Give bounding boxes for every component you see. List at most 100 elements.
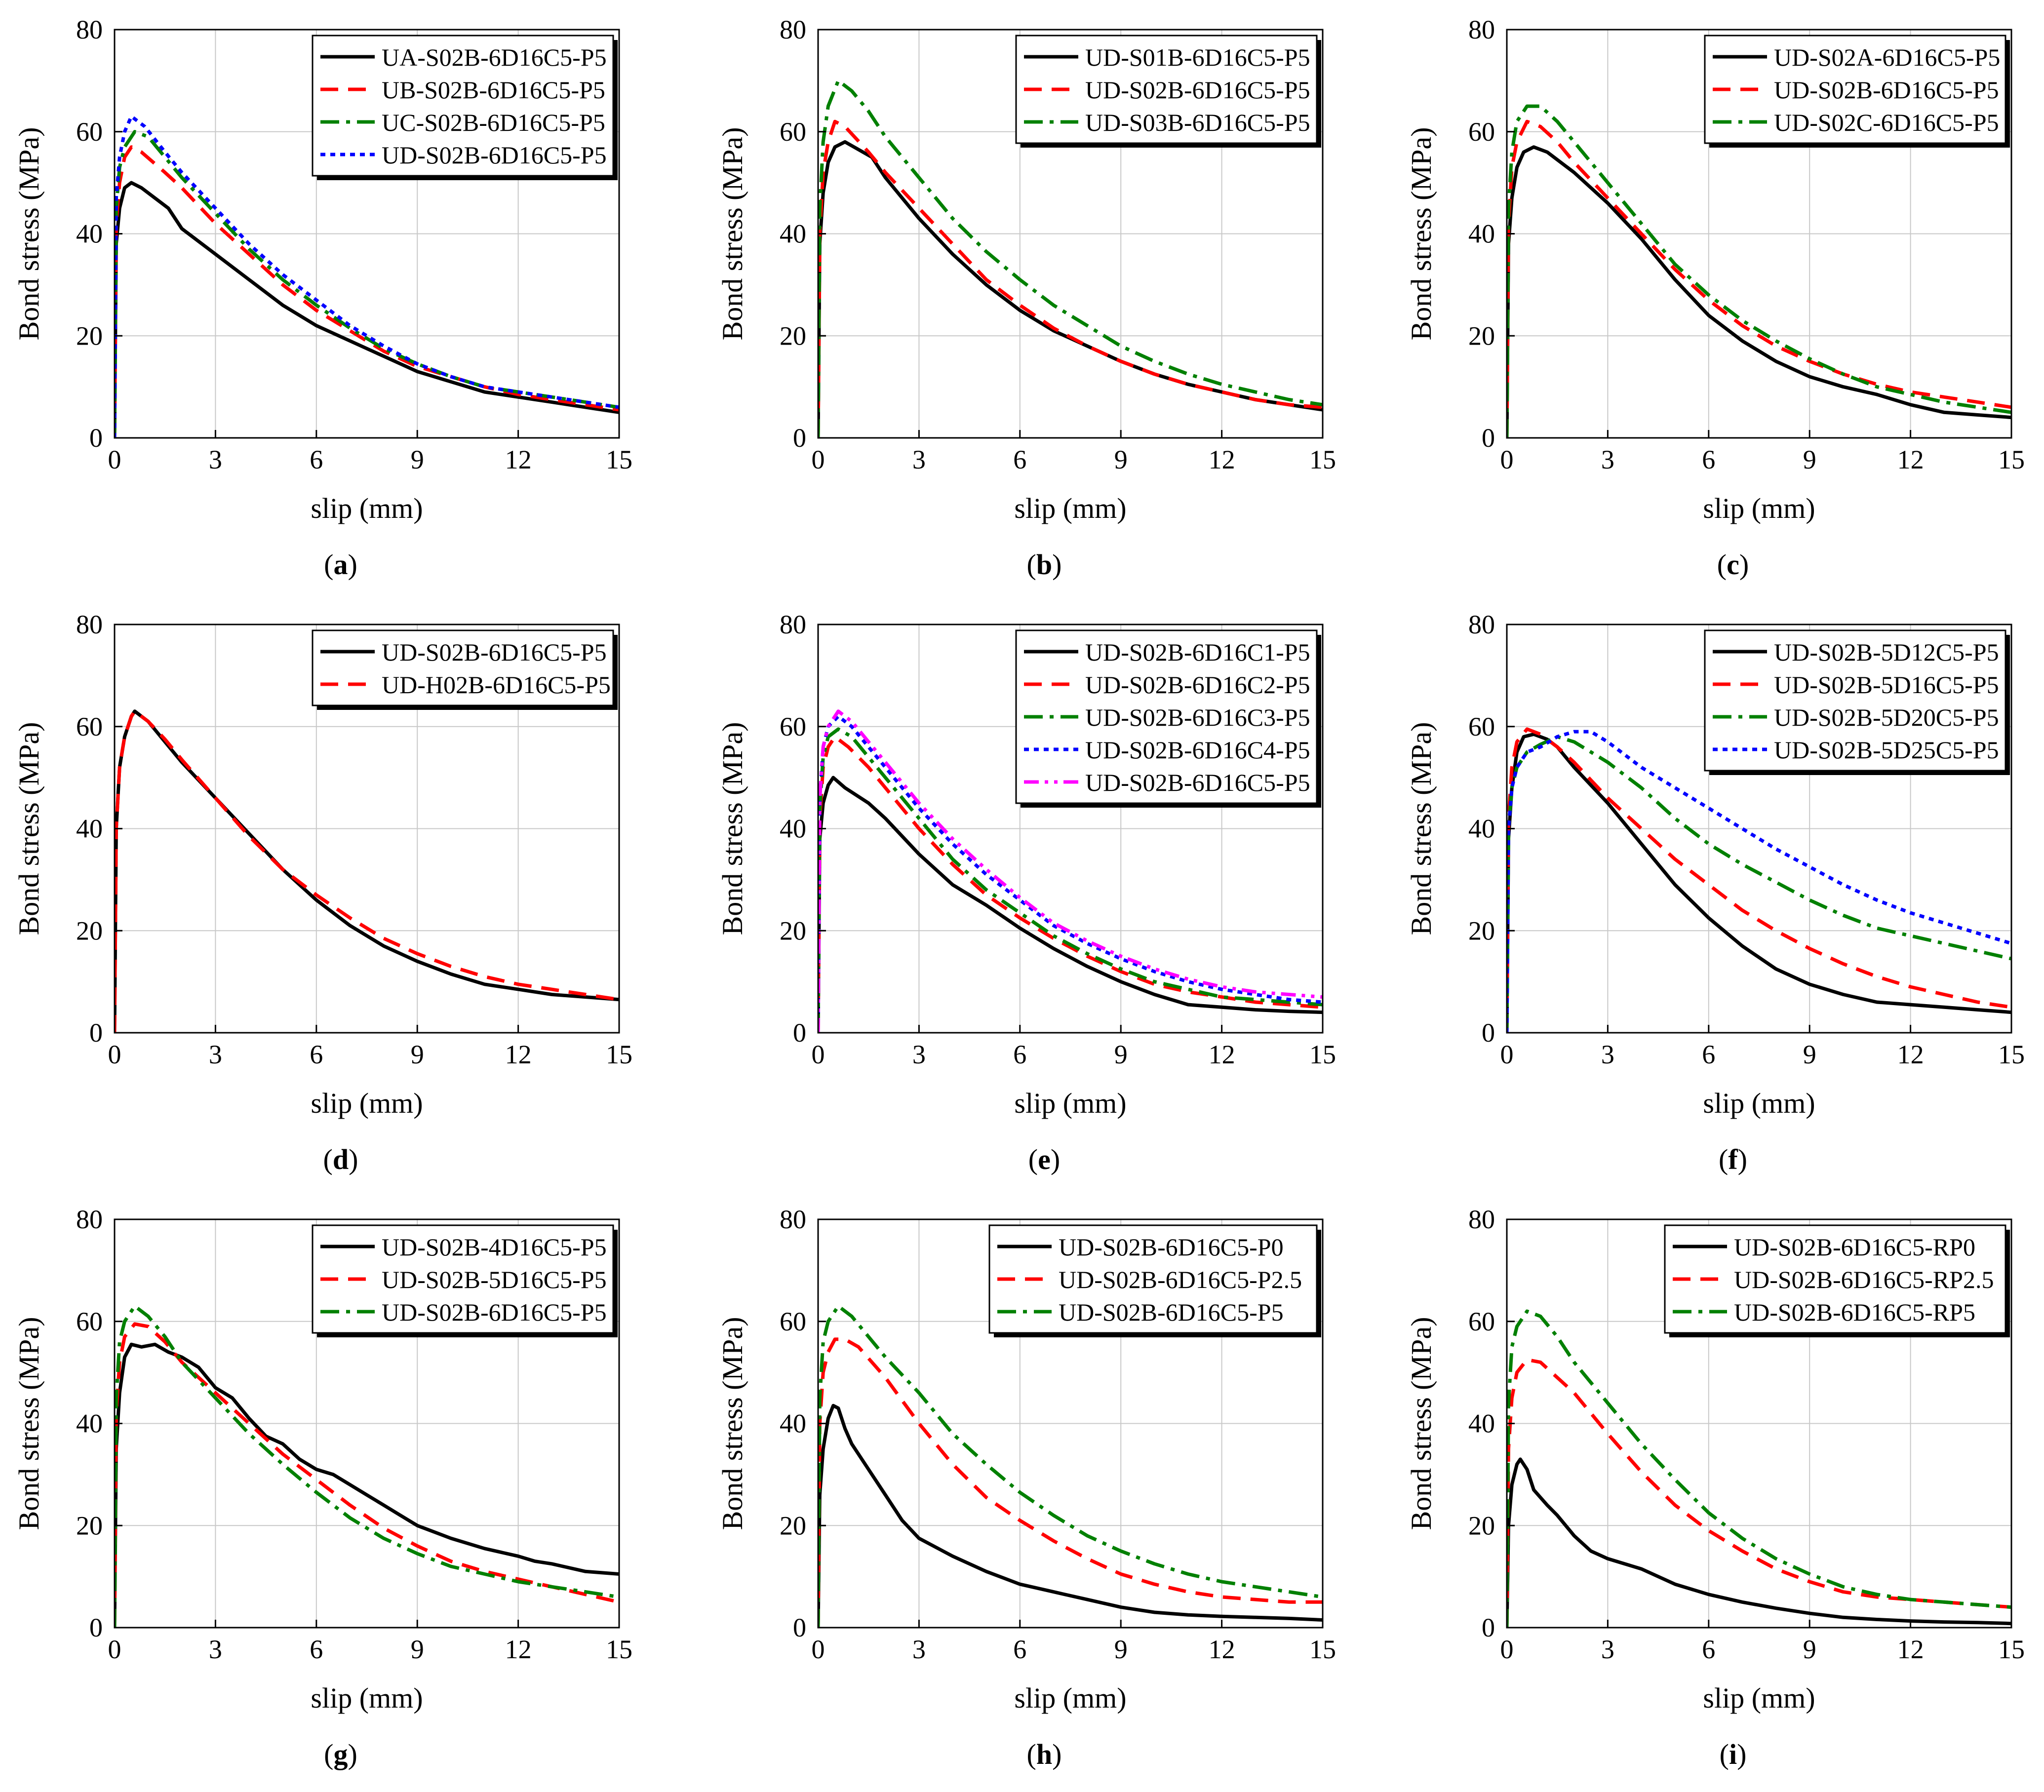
x-tick-label: 9 <box>1803 1635 1816 1664</box>
x-tick-label: 6 <box>1702 445 1715 474</box>
panel-caption-letter: h <box>1036 1738 1053 1770</box>
y-tick-label: 20 <box>1468 916 1495 945</box>
series-line-1 <box>818 776 1323 1033</box>
y-tick-label: 60 <box>780 117 806 147</box>
x-tick-label: 0 <box>812 445 825 474</box>
chart-svg-h: 0 3 6 9 12 15 0 20 40 60 80 slip (mm) Bond stress (M… <box>716 1205 1336 1714</box>
series-line-2 <box>818 119 1323 438</box>
panel-caption: (d) <box>323 1143 358 1175</box>
series-line-3 <box>115 130 619 438</box>
y-tick-label: 0 <box>1482 1018 1495 1048</box>
panel-caption: (b) <box>1026 548 1062 581</box>
legend-label: UD-S02B-6D16C5-P5 <box>1059 1298 1284 1326</box>
panel-caption-letter: b <box>1036 548 1053 581</box>
chart-svg-c: 0 3 6 9 12 15 0 20 40 60 80 slip (mm) Bond stress (M… <box>1405 15 2025 524</box>
legend: UD-S02B-6D16C5-P5 UD-H02B-6D16C5-P5 <box>312 629 618 710</box>
legend-label: UD-S01B-6D16C5-P5 <box>1085 43 1310 71</box>
x-axis-label: slip (mm) <box>311 1682 423 1714</box>
series-line-1 <box>818 1403 1323 1628</box>
series-line-3 <box>818 727 1323 1033</box>
x-tick-label: 6 <box>310 1040 323 1069</box>
y-tick-label: 40 <box>1468 1409 1495 1439</box>
y-tick-label: 60 <box>780 712 806 741</box>
legend: UD-S01B-6D16C5-P5 UD-S02B-6D16C5-P5 UD-S03… <box>1015 35 1321 148</box>
series-line-3 <box>1507 104 2011 438</box>
x-tick-label: 15 <box>606 445 632 474</box>
y-tick-label: 0 <box>793 423 806 453</box>
series-line-3 <box>818 1304 1323 1628</box>
x-tick-label: 9 <box>1114 445 1128 474</box>
panel-caption: (f) <box>1719 1143 1747 1175</box>
x-tick-label: 12 <box>1209 1040 1235 1069</box>
y-tick-label: 0 <box>793 1018 806 1048</box>
y-axis-label: Bond stress (MPa) <box>716 127 748 341</box>
x-tick-label: 15 <box>1309 1635 1336 1664</box>
y-tick-label: 60 <box>76 712 103 741</box>
x-tick-label: 9 <box>1803 445 1816 474</box>
x-tick-label: 6 <box>310 1635 323 1664</box>
legend: UD-S02B-6D16C5-RP0 UD-S02B-6D16C5-RP2.5 UD… <box>1664 1224 2010 1337</box>
x-tick-label: 0 <box>812 1635 825 1664</box>
series-line-1 <box>115 1342 619 1628</box>
x-axis-label: slip (mm) <box>1014 1087 1126 1119</box>
y-tick-label: 60 <box>1468 117 1495 147</box>
x-tick-label: 12 <box>1897 445 1924 474</box>
x-tick-label: 0 <box>108 445 121 474</box>
x-tick-label: 0 <box>1500 1635 1514 1664</box>
x-tick-label: 3 <box>912 1040 926 1069</box>
x-axis-label: slip (mm) <box>1703 1682 1815 1714</box>
panel-caption: (a) <box>324 548 357 581</box>
x-tick-label: 12 <box>505 1635 532 1664</box>
legend-label: UD-S02B-6D16C5-P5 <box>382 1298 607 1326</box>
x-tick-label: 12 <box>1209 445 1235 474</box>
x-tick-label: 3 <box>912 445 926 474</box>
x-tick-label: 3 <box>912 1635 926 1664</box>
y-axis-label: Bond stress (MPa) <box>1405 127 1437 341</box>
panel-caption: (g) <box>324 1738 357 1770</box>
chart-panel-f: 0 3 6 9 12 15 0 20 40 60 80 slip (mm) Bond stress (M… <box>1392 595 2044 1192</box>
y-tick-label: 80 <box>76 15 103 44</box>
chart-svg-a: 0 3 6 9 12 15 0 20 40 60 80 slip (mm) Bond stress (M… <box>13 15 632 524</box>
x-tick-label: 0 <box>108 1040 121 1069</box>
legend: UD-S02B-6D16C1-P5 UD-S02B-6D16C2-P5 UD-S02… <box>1015 629 1321 808</box>
legend-label: UD-S02A-6D16C5-P5 <box>1774 43 2000 71</box>
chart-panel-i: 0 3 6 9 12 15 0 20 40 60 80 slip (mm) Bond stress (M… <box>1392 1190 2044 1787</box>
legend-label: UD-S02B-5D12C5-P5 <box>1774 638 1999 666</box>
legend-label: UC-S02B-6D16C5-P5 <box>382 109 605 136</box>
x-tick-label: 6 <box>1013 445 1026 474</box>
y-axis-label: Bond stress (MPa) <box>1405 1317 1437 1530</box>
x-tick-label: 6 <box>1013 1635 1026 1664</box>
series-line-3 <box>1507 735 2011 1033</box>
series-line-4 <box>818 714 1323 1033</box>
y-tick-label: 60 <box>76 1307 103 1336</box>
x-axis-label: slip (mm) <box>311 492 423 524</box>
legend-label: UD-S02B-4D16C5-P5 <box>382 1233 607 1261</box>
y-tick-label: 60 <box>1468 712 1495 741</box>
panel-caption-letter: d <box>332 1143 349 1175</box>
y-tick-label: 80 <box>1468 1205 1495 1234</box>
panel-caption-letter: i <box>1729 1738 1737 1770</box>
y-tick-label: 20 <box>76 1511 103 1540</box>
y-tick-label: 20 <box>780 916 806 945</box>
x-tick-label: 3 <box>209 1635 222 1664</box>
legend-label: UA-S02B-6D16C5-P5 <box>382 43 607 71</box>
x-tick-label: 15 <box>1998 1635 2025 1664</box>
series-line-1 <box>818 140 1323 438</box>
y-tick-label: 60 <box>1468 1307 1495 1336</box>
panel-caption-letter: e <box>1038 1143 1051 1175</box>
y-tick-label: 80 <box>780 1205 806 1234</box>
x-axis-label: slip (mm) <box>1014 492 1126 524</box>
y-tick-label: 40 <box>780 814 806 844</box>
chart-panel-g: 0 3 6 9 12 15 0 20 40 60 80 slip (mm) Bond stress (M… <box>0 1190 681 1787</box>
series-line-2 <box>818 735 1323 1033</box>
x-tick-label: 15 <box>606 1635 632 1664</box>
panel-caption: (e) <box>1028 1143 1061 1175</box>
series-line-3 <box>1507 1309 2011 1628</box>
legend-label: UD-S02B-6D16C5-P5 <box>1085 769 1310 796</box>
y-tick-label: 80 <box>1468 15 1495 44</box>
x-tick-label: 12 <box>1897 1040 1924 1069</box>
y-tick-label: 20 <box>76 916 103 945</box>
series-line-2 <box>115 709 619 1033</box>
y-axis-label: Bond stress (MPa) <box>716 722 748 935</box>
